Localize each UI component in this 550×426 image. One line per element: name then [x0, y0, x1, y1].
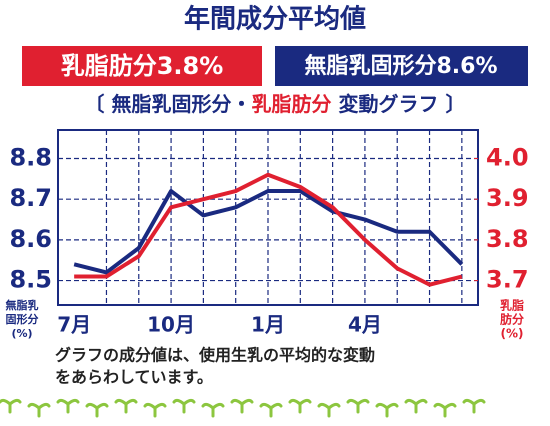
subtitle-part: 乳脂肪分 — [252, 92, 332, 116]
badge: 無脂乳固形分8.6% — [304, 53, 497, 79]
x-tick-label: 10月 — [147, 313, 195, 337]
sprout — [85, 402, 109, 418]
y-tick-label: 8.5 — [9, 266, 52, 294]
chart-title: 年間成分平均値 — [184, 4, 366, 35]
sprout — [27, 402, 51, 418]
y2-axis-label: (%) — [501, 327, 524, 341]
subtitle-part: 無脂乳固形分・ — [112, 92, 252, 116]
y2-tick-label: 3.8 — [486, 225, 529, 253]
badge-box — [22, 46, 262, 86]
sprout — [462, 398, 486, 414]
x-tick-label: 7月 — [57, 313, 91, 337]
sprout — [317, 402, 341, 418]
sprout — [230, 398, 254, 414]
y-axis-label: (%) — [11, 327, 32, 340]
y2-axis-label: 肪分 — [500, 312, 524, 327]
sprout — [172, 398, 196, 414]
badge-box — [275, 46, 528, 86]
sprout — [114, 398, 138, 414]
subtitle-part: 変動グラフ 〕 — [332, 92, 466, 116]
sprout — [201, 402, 225, 418]
sprout — [259, 402, 283, 418]
y-tick-label: 8.8 — [9, 143, 52, 171]
line-series — [73, 189, 464, 275]
sprout — [375, 402, 399, 418]
x-tick-label: 1月 — [251, 313, 285, 337]
subtitle: 〔 無脂乳固形分・乳脂肪分 変動グラフ 〕 — [85, 92, 466, 116]
y2-tick-label: 4.0 — [486, 143, 529, 171]
y2-tick-label: 3.9 — [486, 184, 529, 212]
sprout — [288, 398, 312, 414]
y-axis-label: 無脂乳 — [6, 298, 39, 312]
note: をあらわしています。 — [55, 368, 213, 387]
y-tick-label: 8.7 — [9, 184, 52, 212]
sprout — [56, 398, 80, 414]
decoration — [0, 398, 486, 418]
y-tick-label: 8.6 — [9, 225, 52, 253]
sprout — [0, 398, 22, 414]
badge: 乳脂肪分3.8% — [61, 52, 224, 80]
sprout — [433, 402, 457, 418]
note: グラフの成分値は、使用生乳の平均的な変動 — [55, 346, 375, 365]
sprout — [346, 398, 370, 414]
subtitle-part: 〔 — [85, 92, 112, 116]
line-series — [74, 172, 463, 287]
sprout — [143, 402, 167, 418]
y2-axis-label: 乳脂 — [500, 298, 524, 313]
x-tick-label: 4月 — [348, 313, 382, 337]
y2-tick-label: 3.7 — [486, 266, 529, 294]
sprout — [404, 398, 428, 414]
y-axis-label: 固形分 — [6, 312, 39, 326]
